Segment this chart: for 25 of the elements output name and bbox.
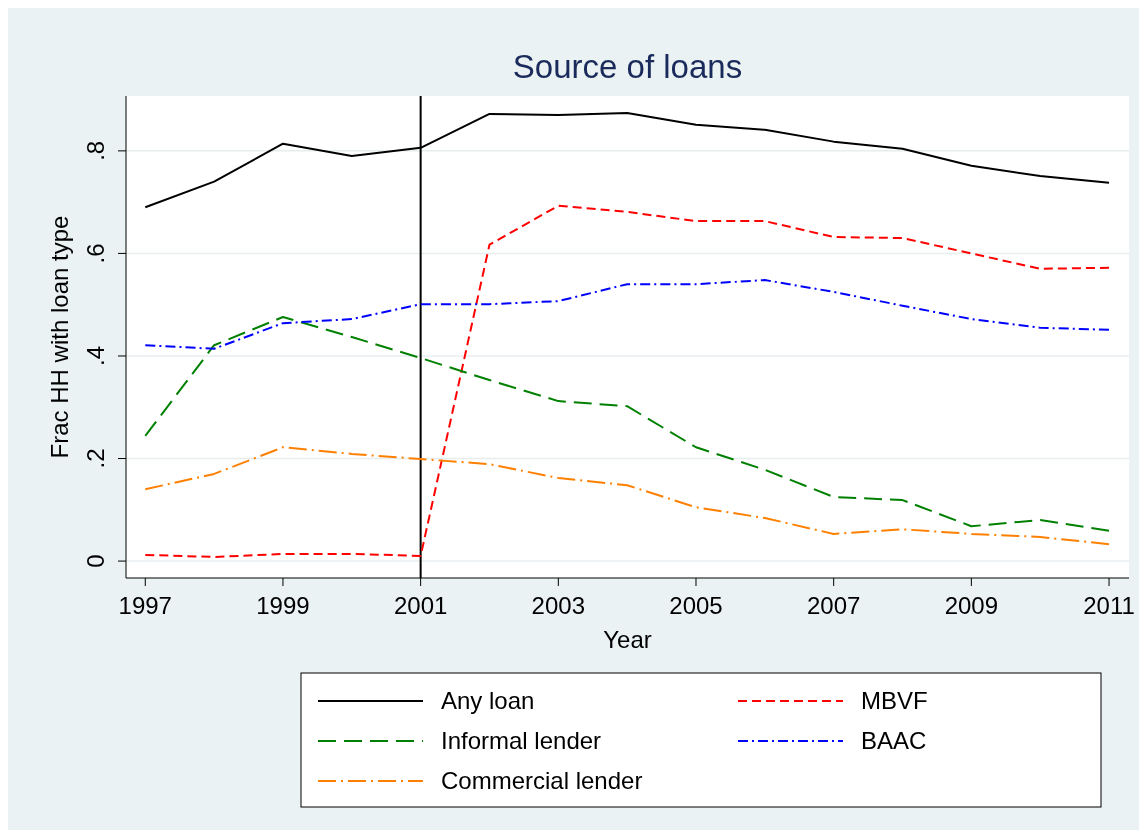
legend-label: BAAC: [861, 727, 927, 754]
y-tick-label: .4: [82, 345, 109, 366]
x-tick-label: 2011: [1083, 592, 1135, 619]
x-tick-label: 2001: [393, 592, 448, 619]
x-tick-label: 2009: [944, 592, 999, 619]
chart-title: Source of loans: [512, 48, 743, 85]
y-tick-label: .6: [82, 243, 109, 264]
line-series: [144, 316, 1111, 532]
x-tick-label: 2003: [531, 592, 586, 619]
x-tick-label: 2005: [669, 592, 723, 619]
line-series: [144, 279, 1111, 350]
y-tick-label: .8: [82, 140, 109, 161]
x-tick-label: 2007: [806, 592, 861, 619]
y-tick-label: .2: [82, 448, 109, 469]
x-tick-label: 1997: [118, 592, 172, 619]
legend-label: Any loan: [441, 687, 535, 714]
legend-label: MBVF: [861, 687, 928, 714]
x-tick-label: 1999: [256, 592, 310, 619]
legend-label: Commercial lender: [441, 767, 643, 794]
y-axis-title: Frac HH with loan type: [46, 215, 73, 459]
y-tick-label: 0: [82, 554, 109, 568]
legend-label: Informal lender: [441, 727, 602, 754]
x-axis-title: Year: [603, 626, 652, 653]
line-series: [144, 204, 1111, 558]
line-series: [144, 446, 1111, 546]
